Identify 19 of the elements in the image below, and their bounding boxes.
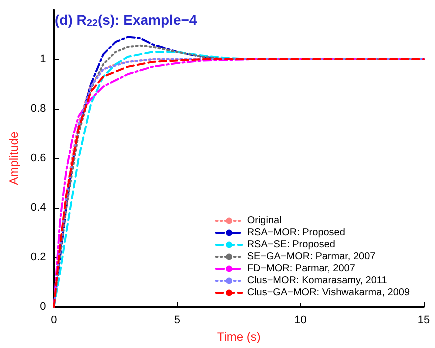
x-axis-title: Time (s): [217, 330, 261, 344]
legend-label: RSA−MOR: Proposed: [247, 228, 346, 238]
legend-label: RSA−SE: Proposed: [247, 240, 336, 250]
y-tick-label: 1: [40, 54, 46, 66]
y-tick-label: 0.4: [30, 202, 46, 214]
y-tick-label: 0.6: [30, 152, 46, 165]
y-tick-label: 0: [40, 301, 46, 314]
legend-label: SE−GA−MOR: Parmar, 2007: [247, 252, 376, 262]
x-tick-label: 5: [174, 314, 181, 327]
x-tick-label: 10: [294, 314, 307, 327]
legend-label: Clus−GA−MOR: Vishwakarma, 2009: [247, 288, 410, 298]
x-tick-label: 15: [418, 314, 430, 327]
x-tick-label: 0: [51, 314, 58, 327]
y-axis-title: Amplitude: [7, 132, 21, 186]
legend-label: FD−MOR: Parmar, 2007: [247, 264, 356, 274]
y-tick-label: 0.2: [30, 252, 46, 264]
legend-label: Clus−MOR: Komarasamy, 2011: [247, 276, 388, 286]
legend-label: Original: [247, 216, 282, 226]
y-tick-label: 0.8: [30, 103, 46, 116]
